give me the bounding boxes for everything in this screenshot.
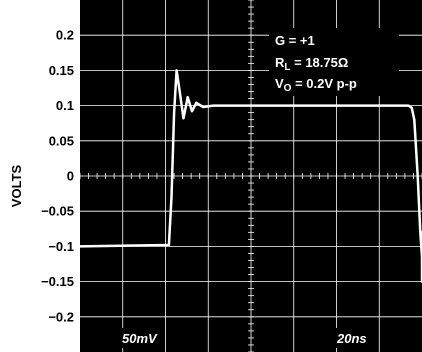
- y-tick-label: 0.05: [49, 133, 74, 148]
- gain-label: G = +1: [275, 33, 315, 48]
- time-scale-label: 20ns: [336, 331, 367, 346]
- output-voltage-subscript: O: [284, 83, 292, 94]
- y-tick-label: −0.2: [48, 309, 74, 324]
- volt-scale-label: 50mV: [122, 331, 158, 346]
- annotation-box: G = +1 RL = 18.75Ω VO = 0.2V p-p: [269, 28, 399, 96]
- volt-scale-label-background: [112, 328, 162, 348]
- y-axis-title: VOLTS: [9, 164, 24, 207]
- y-tick-label: −0.1: [48, 239, 74, 254]
- load-resistance-symbol: R: [275, 55, 285, 70]
- y-tick-label: −0.05: [41, 204, 74, 219]
- output-voltage-value: = 0.2V p-p: [291, 76, 356, 91]
- output-voltage-label: VO = 0.2V p-p: [275, 76, 357, 94]
- axis-tick-labels: 0.2 0.15 0.1 0.05 0 −0.05 −0.1 −0.15 −0.2: [41, 28, 74, 325]
- output-voltage-symbol: V: [275, 76, 284, 91]
- y-tick-label: 0.15: [49, 63, 74, 78]
- load-resistance-label: RL = 18.75Ω: [275, 55, 348, 73]
- annotation-box-background: [269, 28, 399, 96]
- waveform-trace: [78, 69, 422, 283]
- load-resistance-subscript: L: [284, 62, 290, 73]
- y-tick-label: −0.15: [41, 274, 74, 289]
- y-tick-label: 0.1: [56, 98, 74, 113]
- time-scale-label-background: [332, 328, 377, 348]
- load-resistance-value: = 18.75Ω: [291, 55, 349, 70]
- y-tick-label: 0.2: [56, 28, 74, 43]
- y-tick-label: 0: [67, 169, 74, 184]
